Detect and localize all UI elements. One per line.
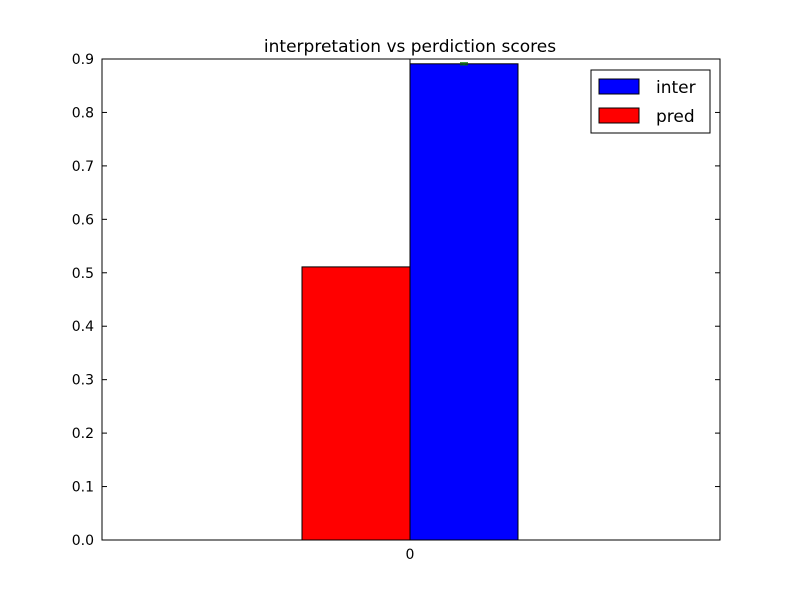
chart-title: interpretation vs perdiction scores: [264, 37, 556, 57]
legend-swatch-pred: [598, 107, 640, 124]
y-tick-label: 0.6: [72, 212, 94, 228]
y-tick-label: 0.1: [72, 480, 94, 496]
plot-area: [301, 62, 519, 541]
x-tick-label: 0: [406, 547, 415, 563]
axes: 0.0 0.1 0.2 0.3 0.4 0.5 0.6 0.7 0.8 0.9 0: [72, 52, 721, 563]
y-tick-label: 0.0: [72, 533, 94, 549]
legend-label-inter: inter: [656, 78, 696, 98]
y-tick-label: 0.2: [72, 426, 94, 442]
y-tick-label: 0.7: [72, 159, 94, 175]
bar-pred: [301, 266, 411, 541]
y-tick-label: 0.9: [72, 52, 94, 68]
y-tick-label: 0.4: [72, 319, 94, 335]
y-tick-label: 0.8: [72, 105, 94, 121]
y-tick-label: 0.3: [72, 373, 94, 389]
y-tick-label: 0.5: [72, 266, 94, 282]
bar-inter: [409, 63, 519, 541]
legend-swatch-inter: [598, 78, 640, 95]
axes-frame: [101, 58, 721, 541]
legend-label-pred: pred: [656, 107, 695, 127]
legend: inter pred: [590, 69, 711, 134]
